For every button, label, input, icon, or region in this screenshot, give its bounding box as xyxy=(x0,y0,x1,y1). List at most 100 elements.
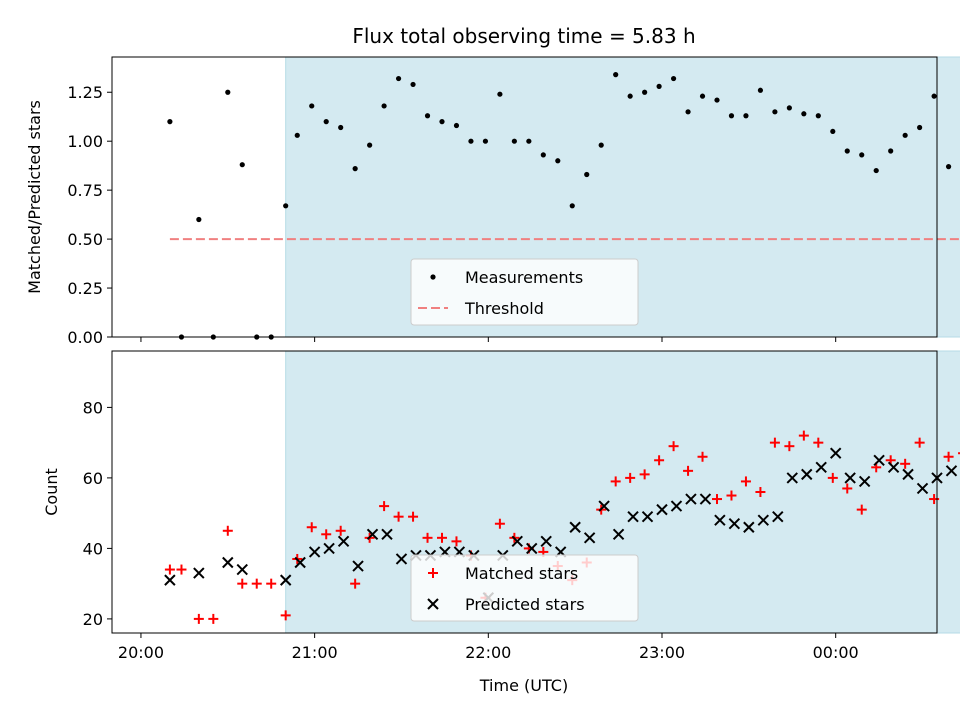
y-tick-label: 80 xyxy=(83,398,103,417)
matched-star-point xyxy=(798,430,809,441)
measurement-point xyxy=(239,162,245,168)
predicted-star-point xyxy=(583,532,596,544)
measurement-point xyxy=(526,138,532,144)
matched-star-point xyxy=(266,578,277,589)
measurement-point xyxy=(685,109,691,115)
predicted-star-point xyxy=(540,535,552,548)
measurement-point xyxy=(656,83,662,89)
bottom-axes-frame xyxy=(111,350,938,634)
measurement-point xyxy=(642,89,648,95)
predicted-star-point xyxy=(193,567,205,579)
measurement-point xyxy=(453,122,460,129)
measurement-point xyxy=(699,93,706,99)
top-panel: 0.00 0.25 0.50 0.75 1.00 1.25 Matched/Predict… xyxy=(25,56,960,347)
matched-star-point xyxy=(639,469,650,480)
measurement-point xyxy=(917,124,923,131)
measurement-point xyxy=(830,128,836,135)
measurement-point xyxy=(511,138,517,144)
legend-entry: Measurements xyxy=(465,268,583,287)
measurement-point xyxy=(757,87,764,93)
matched-star-point xyxy=(784,441,795,452)
predicted-star-point xyxy=(526,542,538,555)
measurement-point xyxy=(931,93,937,99)
matched-star-point xyxy=(654,455,665,466)
measurement-point xyxy=(338,124,344,131)
predicted-star-point xyxy=(381,528,393,541)
matched-star-point xyxy=(321,529,332,540)
bottom-legend: Matched stars Predicted stars xyxy=(410,554,639,622)
predicted-star-point xyxy=(427,598,439,610)
predicted-star-point xyxy=(757,514,770,526)
measurements-series xyxy=(167,72,952,340)
measurement-point xyxy=(410,81,416,88)
matched-star-point xyxy=(856,504,867,515)
matched-star-point xyxy=(740,476,751,487)
predicted-star-point xyxy=(786,472,798,484)
legend-entry: Threshold xyxy=(464,299,544,318)
matched-star-point xyxy=(164,564,175,575)
matched-star-point xyxy=(280,610,291,621)
measurement-point xyxy=(728,113,735,119)
measurement-point xyxy=(613,72,619,78)
matched-star-point xyxy=(350,578,361,589)
predicted-star-point xyxy=(279,574,292,586)
measurement-point xyxy=(786,105,792,111)
measurement-point xyxy=(584,171,590,178)
measurement-point xyxy=(294,132,300,138)
measurement-point xyxy=(424,113,431,119)
predicted-star-point xyxy=(858,475,871,488)
predicted-star-point xyxy=(743,521,755,533)
y-tick-label: 20 xyxy=(83,610,103,629)
x-tick-label: 23:00 xyxy=(639,643,685,662)
measurement-point xyxy=(482,138,489,144)
predicted-star-point xyxy=(656,503,668,516)
x-tick-label: 00:00 xyxy=(813,643,859,662)
predicted-star-point xyxy=(945,465,958,477)
matched-star-point xyxy=(625,472,636,483)
matched-star-point xyxy=(610,476,621,487)
y-tick-label: 40 xyxy=(83,539,103,558)
legend-entry: Matched stars xyxy=(465,564,578,583)
predicted-star-point xyxy=(308,546,321,558)
measurement-point xyxy=(627,93,633,99)
predicted-star-point xyxy=(641,510,654,523)
matched-star-point xyxy=(683,465,694,476)
top-y-axis: 0.00 0.25 0.50 0.75 1.00 1.25 xyxy=(67,83,112,347)
predicted-star-point xyxy=(916,482,929,495)
matched-star-point xyxy=(393,511,404,522)
y-tick-label: 1.25 xyxy=(67,83,103,102)
y-tick-label: 0.25 xyxy=(67,279,103,298)
predicted-star-point xyxy=(801,468,813,481)
measurement-point xyxy=(888,148,894,154)
measurement-point xyxy=(225,89,231,95)
predicted-star-point xyxy=(728,518,741,530)
matched-star-point xyxy=(842,483,853,494)
x-tick-label: 22:00 xyxy=(465,643,511,662)
measurement-point xyxy=(801,111,807,117)
predicted-star-point xyxy=(873,454,885,466)
matched-star-point xyxy=(914,437,925,448)
predicted-star-point xyxy=(887,461,900,474)
legend-box xyxy=(410,554,639,622)
matched-star-point xyxy=(176,564,187,575)
measurement-point xyxy=(555,158,561,164)
measurement-point xyxy=(844,148,850,154)
predicted-star-point xyxy=(352,560,364,572)
measurement-point xyxy=(540,152,546,158)
predicted-star-point xyxy=(164,574,176,586)
predicted-star-point xyxy=(829,447,842,459)
matched-star-point xyxy=(712,494,722,505)
matched-star-point xyxy=(437,532,447,543)
predicted-star-point xyxy=(569,521,581,533)
predicted-star-point xyxy=(670,500,683,512)
legend-box xyxy=(410,258,639,326)
measurement-point xyxy=(859,152,865,158)
predicted-star-point xyxy=(815,461,827,474)
measurement-point xyxy=(309,103,315,109)
matched-star-point xyxy=(697,451,708,462)
measurement-point xyxy=(283,203,289,209)
matched-star-point xyxy=(306,522,317,533)
matched-star-point xyxy=(222,525,233,536)
matched-star-point xyxy=(193,613,204,624)
